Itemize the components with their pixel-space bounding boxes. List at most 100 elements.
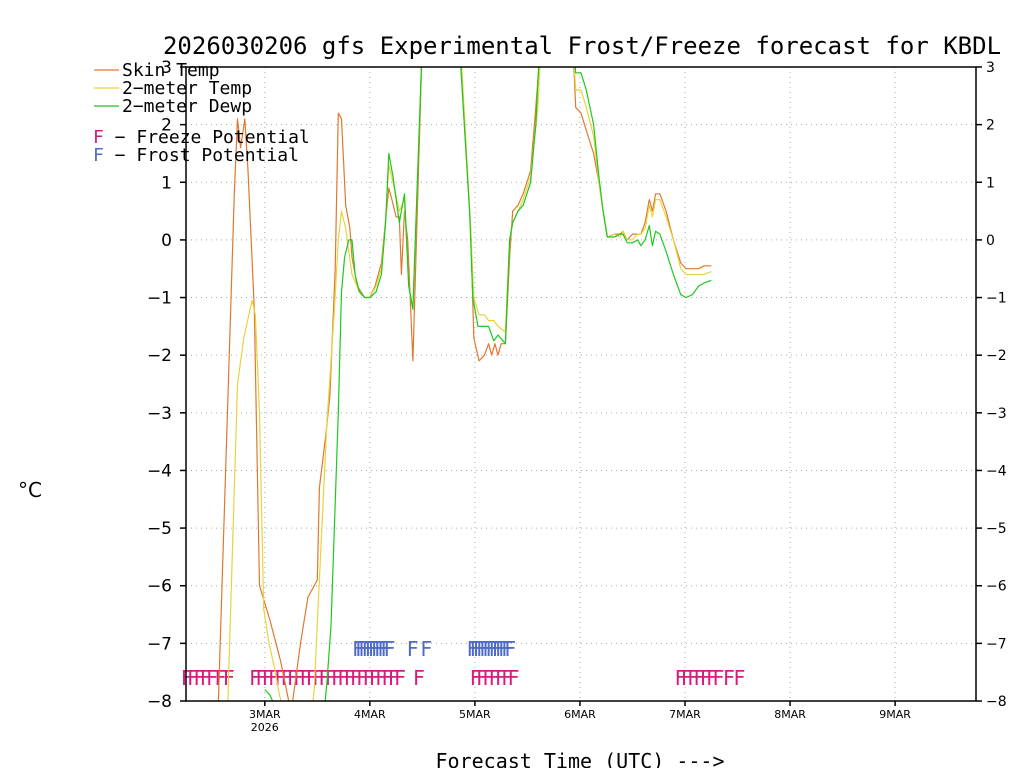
y-tick-label-left: −2 (147, 346, 172, 366)
frost-marker: F (473, 637, 485, 661)
frost-marker: F (470, 637, 482, 661)
y-axis-right: 3 2 1 0 −1 −2 −3 −4 −5 −6 −7 −8 (976, 60, 1007, 710)
frost-marker: F (492, 637, 504, 661)
freeze-marker: F (299, 666, 311, 690)
frost-marker: F (479, 637, 491, 661)
x-tick-label: 7MAR (669, 708, 701, 721)
y-tick-label-right: 0 (986, 233, 995, 249)
y-tick-label-left: −3 (147, 404, 172, 424)
frost-marker: F (498, 637, 510, 661)
x-tick-label: 5MAR (459, 708, 491, 721)
freeze-marker: F (507, 666, 519, 690)
legend-label: Skin Temp (122, 60, 220, 81)
freeze-marker: F (249, 666, 261, 690)
freeze-marker: F (281, 666, 293, 690)
frost-marker: F (420, 637, 432, 661)
series-line-2-meter-dewp (264, 67, 712, 701)
freeze-marker: F (381, 666, 393, 690)
legend-label: 2−meter Dewp (122, 96, 252, 117)
x-tick-label: 8MAR (774, 708, 806, 721)
y-tick-label-right: −3 (986, 406, 1007, 422)
series-line-2-meter-temp (227, 67, 712, 701)
legend-potential-letter: F (93, 127, 104, 148)
plot-frame (185, 66, 977, 702)
y-tick-label-right: −8 (986, 694, 1007, 710)
frost-marker: F (352, 637, 364, 661)
frost-marker: F (476, 637, 488, 661)
freeze-marker: F (331, 666, 343, 690)
freeze-marker: F (489, 666, 501, 690)
frost-marker: F (374, 637, 386, 661)
freeze-marker: F (255, 666, 267, 690)
freeze-marker: F (687, 666, 699, 690)
y-tick-label-left: −7 (147, 634, 172, 654)
y-tick-label-left: 2 (161, 116, 172, 136)
freeze-marker: F (674, 666, 686, 690)
y-tick-label-right: 2 (986, 118, 995, 134)
freeze-marker: F (712, 666, 724, 690)
freeze-marker: F (476, 666, 488, 690)
frost-marker: F (365, 637, 377, 661)
freeze-marker: F (482, 666, 494, 690)
frost-marker: F (495, 637, 507, 661)
y-tick-label-right: −2 (986, 348, 1007, 364)
y-tick-label-left: −5 (147, 519, 172, 539)
y-axis-label: °C (18, 478, 42, 502)
frost-marker: F (482, 637, 494, 661)
y-tick-label-left: −8 (147, 692, 172, 712)
y-axis-left: 3 2 1 0 −1 −2 −3 −4 −5 −6 −7 −8 (147, 58, 186, 712)
freeze-marker: F (723, 666, 735, 690)
frost-marker: F (361, 637, 373, 661)
freeze-marker: F (681, 666, 693, 690)
freeze-marker: F (362, 666, 374, 690)
frost-marker: F (384, 637, 396, 661)
x-tick-label: 3MAR (249, 708, 281, 721)
y-tick-label-left: −6 (147, 577, 172, 597)
freeze-marker: F (214, 666, 226, 690)
freeze-marker: F (181, 666, 193, 690)
freeze-marker: F (287, 666, 299, 690)
x-tick-label: 6MAR (564, 708, 596, 721)
freeze-marker: F (501, 666, 513, 690)
legend-potential-letter: F (93, 145, 104, 166)
y-tick-label-left: −1 (147, 289, 172, 309)
y-tick-label-right: 1 (986, 175, 995, 191)
freeze-marker: F (700, 666, 712, 690)
y-tick-label-left: −4 (147, 461, 172, 481)
freeze-marker: F (388, 666, 400, 690)
y-tick-label-right: 3 (986, 60, 995, 76)
frost-marker: F (355, 637, 367, 661)
y-tick-label-right: −1 (986, 291, 1007, 307)
chart-title: 2026030206 gfs Experimental Frost/Freeze… (163, 32, 1001, 60)
y-tick-label-right: −5 (986, 521, 1007, 537)
freeze-marker: F (693, 666, 705, 690)
frost-marker: F (501, 637, 513, 661)
freeze-marker: F (262, 666, 274, 690)
frost-marker: F (371, 637, 383, 661)
legend-potential-entry: F − Frost Potential (93, 145, 299, 166)
frost-marker: F (358, 637, 370, 661)
freeze-marker: F (200, 666, 212, 690)
freeze-marker: F (206, 666, 218, 690)
x-tick-label: 4MAR (354, 708, 386, 721)
frost-marker: F (466, 637, 478, 661)
y-tick-label-left: 1 (161, 173, 172, 193)
frost-marker: F (489, 637, 501, 661)
freeze-marker: F (706, 666, 718, 690)
freeze-marker: F (375, 666, 387, 690)
frost-marker: F (504, 637, 516, 661)
freeze-marker: F (187, 666, 199, 690)
freeze-marker: F (733, 666, 745, 690)
legend-potential-text: − Frost Potential (104, 145, 299, 166)
y-tick-label-left: 3 (161, 58, 172, 78)
freeze-marker: F (193, 666, 205, 690)
frost-marker: F (380, 637, 392, 661)
y-tick-label-right: −7 (986, 636, 1007, 652)
freeze-marker: F (369, 666, 381, 690)
legend-potential-text: − Freeze Potential (104, 127, 310, 148)
